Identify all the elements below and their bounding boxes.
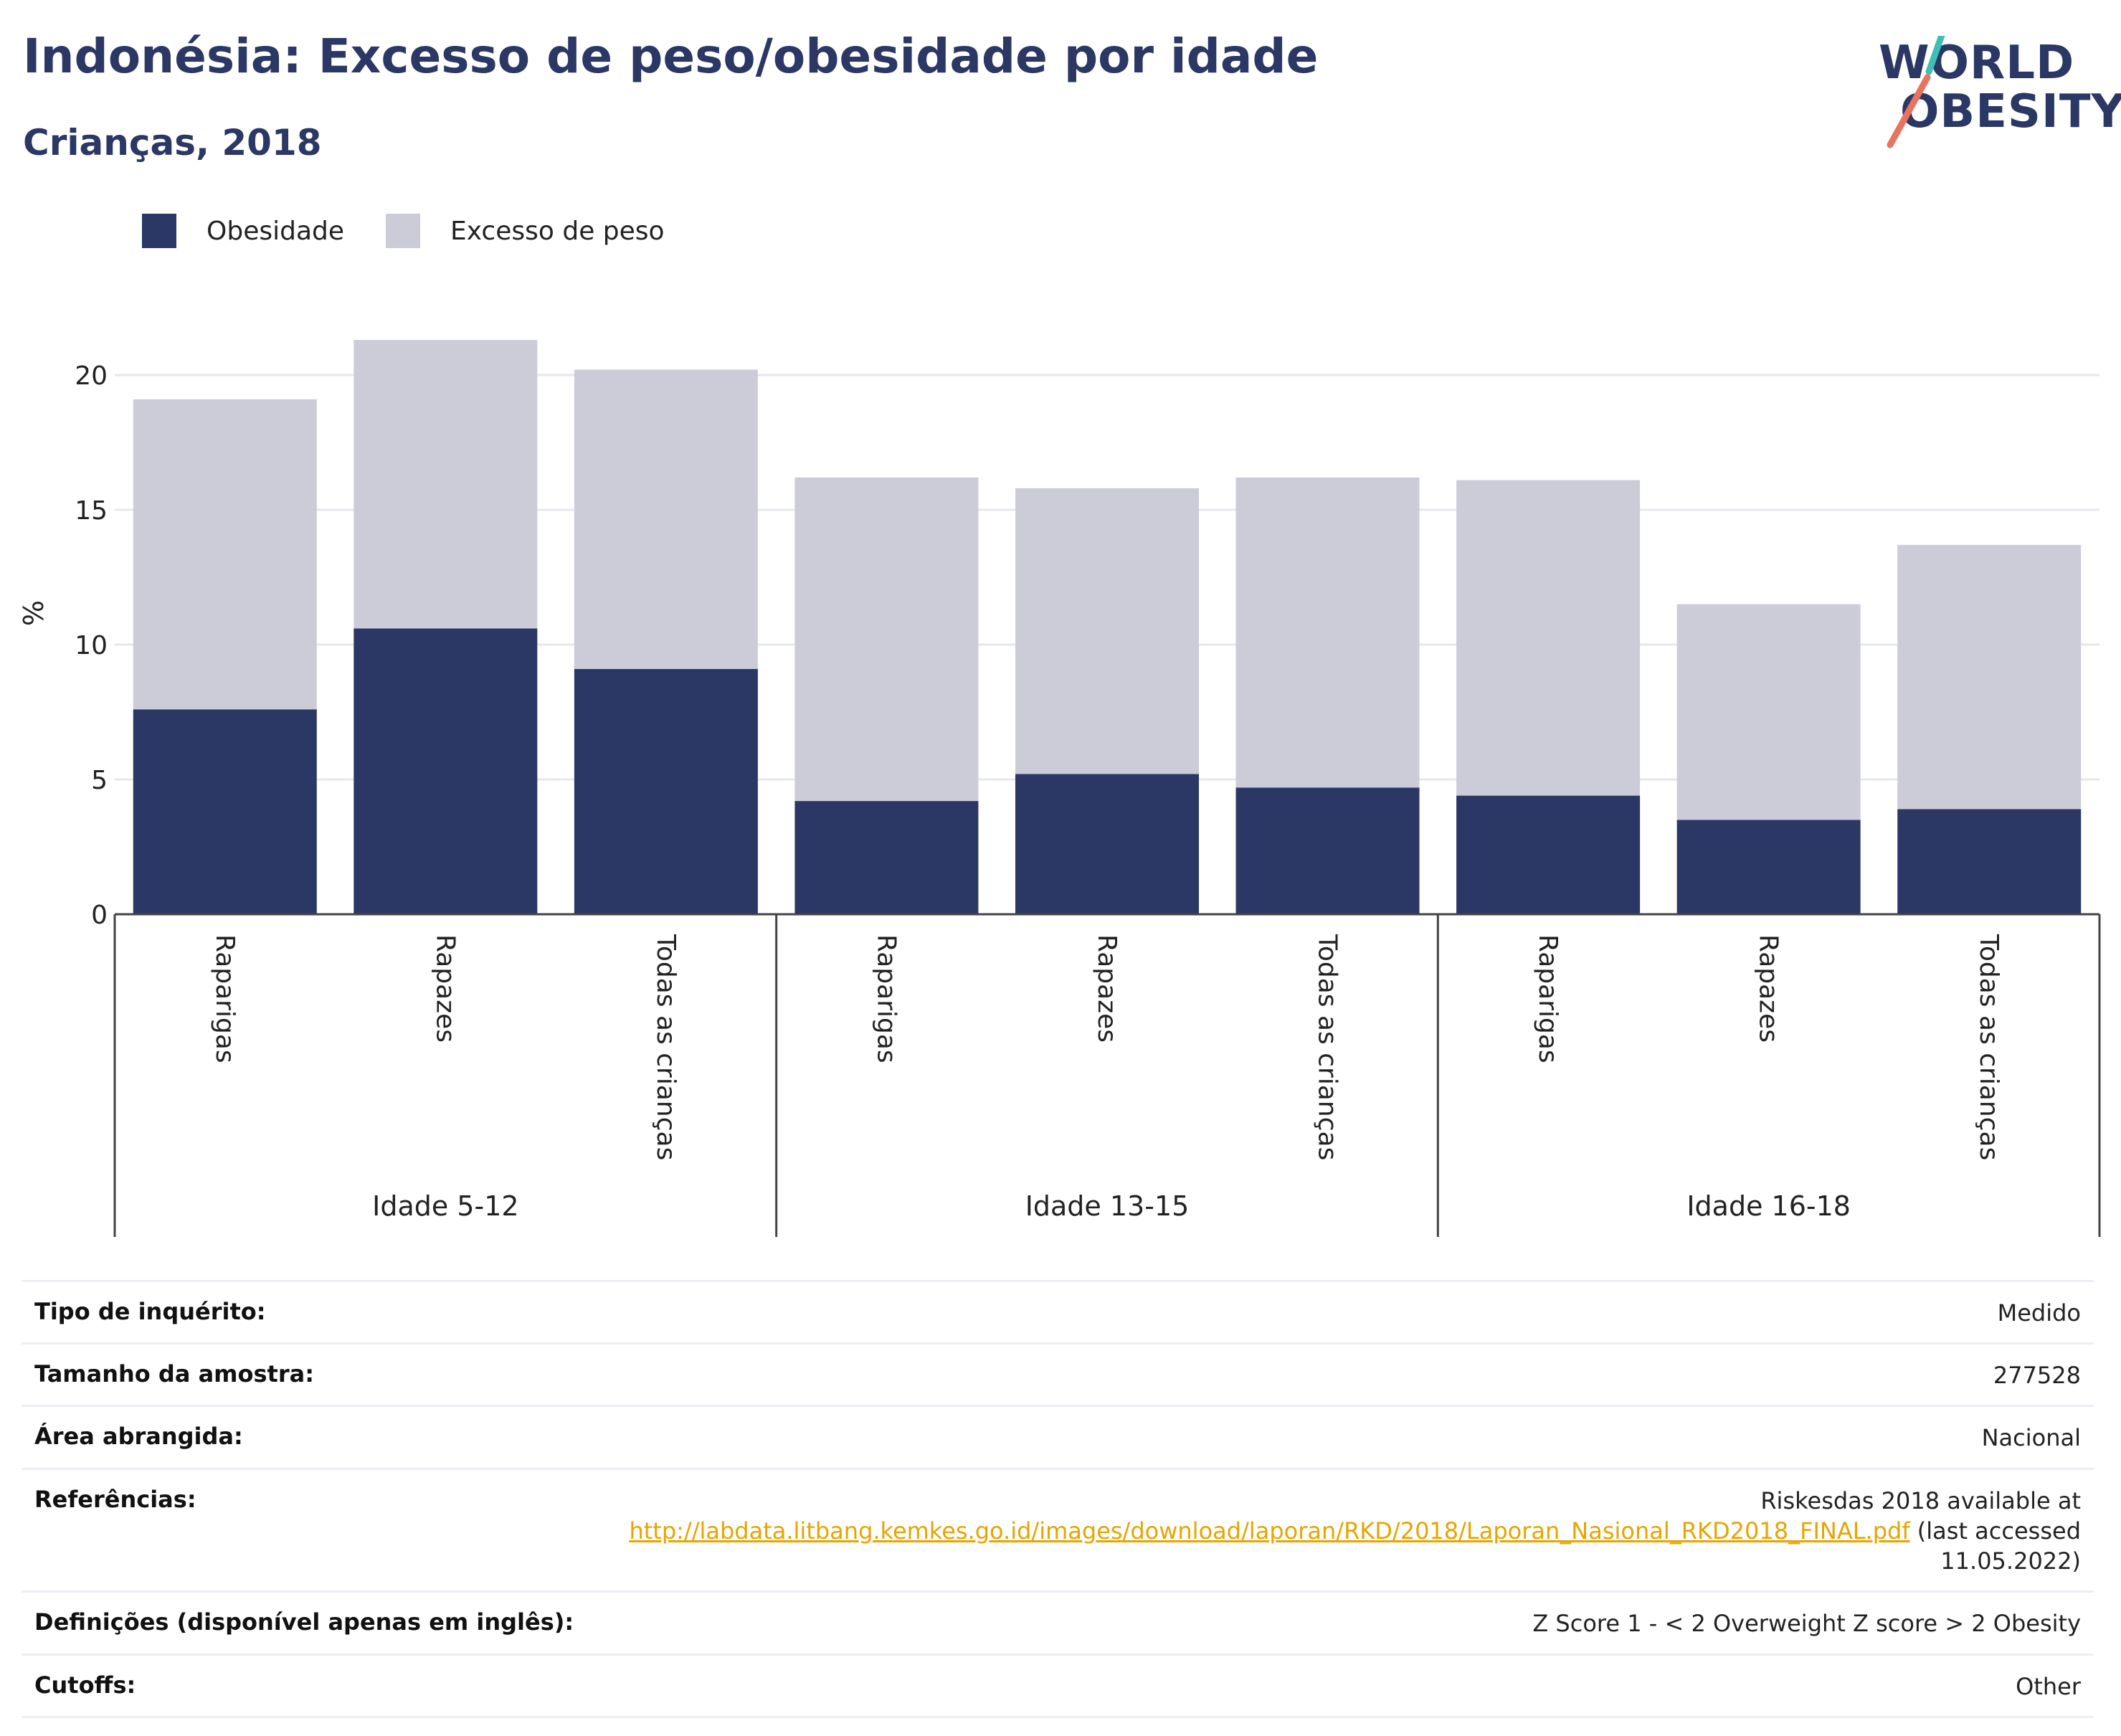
meta-label: Tamanho da amostra: <box>34 1360 314 1388</box>
meta-row-area: Área abrangida: Nacional <box>22 1405 2094 1467</box>
x-category-label: Raparigas <box>871 934 901 1063</box>
meta-value: Nacional <box>1981 1424 2081 1452</box>
x-category-label: Raparigas <box>1533 934 1562 1063</box>
meta-label: Área abrangida: <box>34 1423 243 1451</box>
page-subtitle: Crianças, 2018 <box>23 122 322 163</box>
chart-legend: Obesidade Excesso de peso <box>142 214 706 248</box>
bar-excesso-de-peso <box>133 399 317 710</box>
meta-value: Medido <box>1997 1299 2081 1327</box>
bar-obesidade <box>574 668 758 914</box>
bar-obesidade <box>1235 787 1420 914</box>
x-category-label: Rapazes <box>1092 934 1121 1043</box>
legend-swatch-excesso-de-peso <box>386 214 421 248</box>
reference-text: Riskesdas 2018 available at <box>1760 1486 2081 1514</box>
x-group-label: Idade 13-15 <box>1025 1190 1190 1222</box>
meta-value: Other <box>2016 1672 2081 1700</box>
bar-obesidade <box>354 628 538 914</box>
meta-label: Cutoffs: <box>34 1671 136 1699</box>
x-category-label: Rapazes <box>1754 934 1783 1043</box>
meta-label: Definições (disponível apenas em inglês)… <box>34 1608 574 1636</box>
x-category-label: Raparigas <box>210 934 239 1063</box>
bar-obesidade <box>1676 820 1861 914</box>
page-title: Indonésia: Excesso de peso/obesidade por… <box>23 29 1319 84</box>
y-tick-label: 20 <box>75 361 108 391</box>
x-group-label: Idade 16-18 <box>1686 1190 1851 1222</box>
reference-suffix: (last accessed <box>1909 1517 2081 1545</box>
meta-row-references: Referências: Riskesdas 2018 available at… <box>22 1467 2094 1591</box>
y-tick-label: 5 <box>91 766 108 795</box>
meta-row-sample-size: Tamanho da amostra: 277528 <box>22 1342 2094 1405</box>
bar-excesso-de-peso <box>1235 477 1420 788</box>
y-tick-label: 0 <box>91 901 108 930</box>
bar-chart: 0 5 10 15 20% Raparigas Rapazes Todas as crianç… <box>18 340 2101 1237</box>
logo-slash-icon <box>1887 36 1945 148</box>
meta-label: Referências: <box>34 1485 196 1513</box>
x-category-label: Todas as crianças <box>1313 934 1342 1160</box>
bar-excesso-de-peso <box>1676 604 1861 820</box>
bar-excesso-de-peso <box>574 369 758 669</box>
bar-obesidade <box>794 801 979 914</box>
bar-excesso-de-peso <box>1015 488 1199 774</box>
x-category-label: Todas as crianças <box>651 934 680 1160</box>
meta-value: Z Score 1 - < 2 Overweight Z score > 2 O… <box>1532 1610 2081 1638</box>
legend-item-excesso-de-peso[interactable]: Excesso de peso <box>386 214 665 248</box>
meta-row-cutoffs: Cutoffs: Other <box>22 1653 2094 1718</box>
x-category-label: Todas as crianças <box>1974 934 2003 1160</box>
bar-obesidade <box>133 709 317 914</box>
bar-excesso-de-peso <box>1897 544 2082 810</box>
bar-obesidade <box>1897 809 2082 914</box>
reference-link[interactable]: http://labdata.litbang.kemkes.go.id/imag… <box>629 1517 1910 1545</box>
legend-label: Excesso de peso <box>450 216 665 246</box>
meta-label: Tipo de inquérito: <box>34 1298 266 1325</box>
meta-value: 277528 <box>1993 1362 2081 1390</box>
legend-item-obesidade[interactable]: Obesidade <box>142 214 344 248</box>
meta-row-definitions: Definições (disponível apenas em inglês)… <box>22 1590 2094 1653</box>
y-tick-label: 10 <box>75 631 108 660</box>
world-obesity-logo: WORLD OBESITY <box>1864 36 2121 151</box>
bar-obesidade <box>1456 795 1641 914</box>
logo-line-world: WORLD <box>1879 37 2075 90</box>
logo-line-obesity: OBESITY <box>1900 85 2121 138</box>
meta-row-survey-type: Tipo de inquérito: Medido <box>22 1280 2094 1342</box>
bar-excesso-de-peso <box>794 477 979 802</box>
legend-swatch-obesidade <box>142 214 176 248</box>
bar-excesso-de-peso <box>1456 480 1641 796</box>
y-tick-label: 15 <box>75 496 108 526</box>
y-axis-label: % <box>18 600 49 626</box>
meta-value-references: Riskesdas 2018 available at http://labda… <box>629 1486 2081 1577</box>
metadata-table: Tipo de inquérito: Medido Tamanho da amo… <box>22 1280 2094 1718</box>
x-group-label: Idade 5-12 <box>372 1190 518 1222</box>
reference-date: 11.05.2022) <box>1940 1547 2081 1575</box>
x-category-label: Rapazes <box>430 934 460 1043</box>
legend-label: Obesidade <box>207 216 345 246</box>
bar-obesidade <box>1015 774 1199 914</box>
bar-excesso-de-peso <box>354 340 538 629</box>
